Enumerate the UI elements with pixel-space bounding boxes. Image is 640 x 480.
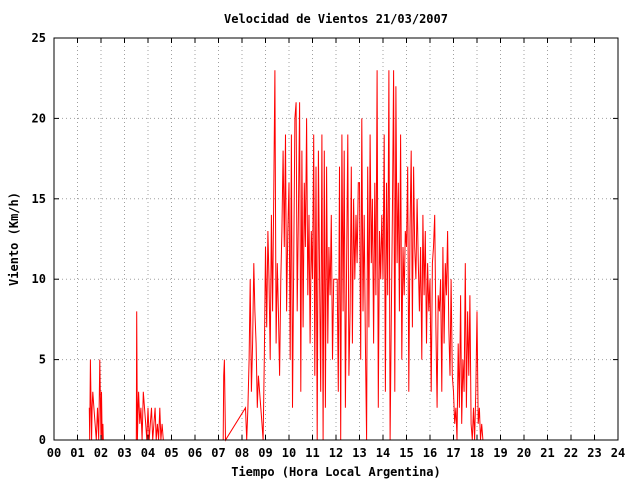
x-tick-label: 11 (305, 446, 319, 460)
x-tick-labels: 00 01 02 03 04 05 06 07 08 09 10 11 12 13 14 15 16 17 18 19… (47, 446, 625, 460)
series-wind-speed (88, 70, 485, 442)
chart-title: Velocidad de Vientos 21/03/2007 (224, 12, 448, 26)
x-tick-label: 24 (611, 446, 625, 460)
y-axis-label: Viento (Km/h) (7, 192, 21, 286)
x-tick-label: 22 (564, 446, 578, 460)
x-tick-label: 18 (470, 446, 484, 460)
y-tick-label: 0 (39, 433, 46, 447)
x-tick-label: 14 (376, 446, 390, 460)
x-tick-label: 17 (446, 446, 460, 460)
x-tick-label: 06 (188, 446, 202, 460)
y-tick-label: 10 (32, 272, 46, 286)
x-tick-label: 20 (517, 446, 531, 460)
x-tick-label: 12 (329, 446, 343, 460)
y-tick-label: 25 (32, 31, 46, 45)
x-tick-label: 23 (587, 446, 601, 460)
x-tick-label: 07 (211, 446, 225, 460)
x-tick-label: 08 (235, 446, 249, 460)
y-tick-label: 5 (39, 353, 46, 367)
x-tick-label: 04 (141, 446, 155, 460)
x-tick-label: 03 (117, 446, 131, 460)
x-axis-label: Tiempo (Hora Local Argentina) (231, 465, 441, 479)
x-tick-label: 01 (70, 446, 84, 460)
y-tick-label: 20 (32, 111, 46, 125)
x-tick-label: 15 (399, 446, 413, 460)
grid-lines (54, 38, 618, 440)
x-tick-label: 21 (540, 446, 554, 460)
x-tick-label: 13 (352, 446, 366, 460)
x-tick-label: 00 (47, 446, 61, 460)
x-tick-label: 05 (164, 446, 178, 460)
y-tick-labels: 0 5 10 15 20 25 (32, 31, 46, 447)
x-tick-label: 10 (282, 446, 296, 460)
axis-ticks (53, 37, 619, 441)
series-line (88, 70, 485, 442)
y-tick-label: 15 (32, 192, 46, 206)
x-tick-label: 09 (258, 446, 272, 460)
x-tick-label: 02 (94, 446, 108, 460)
x-tick-label: 16 (423, 446, 437, 460)
x-tick-label: 19 (493, 446, 507, 460)
